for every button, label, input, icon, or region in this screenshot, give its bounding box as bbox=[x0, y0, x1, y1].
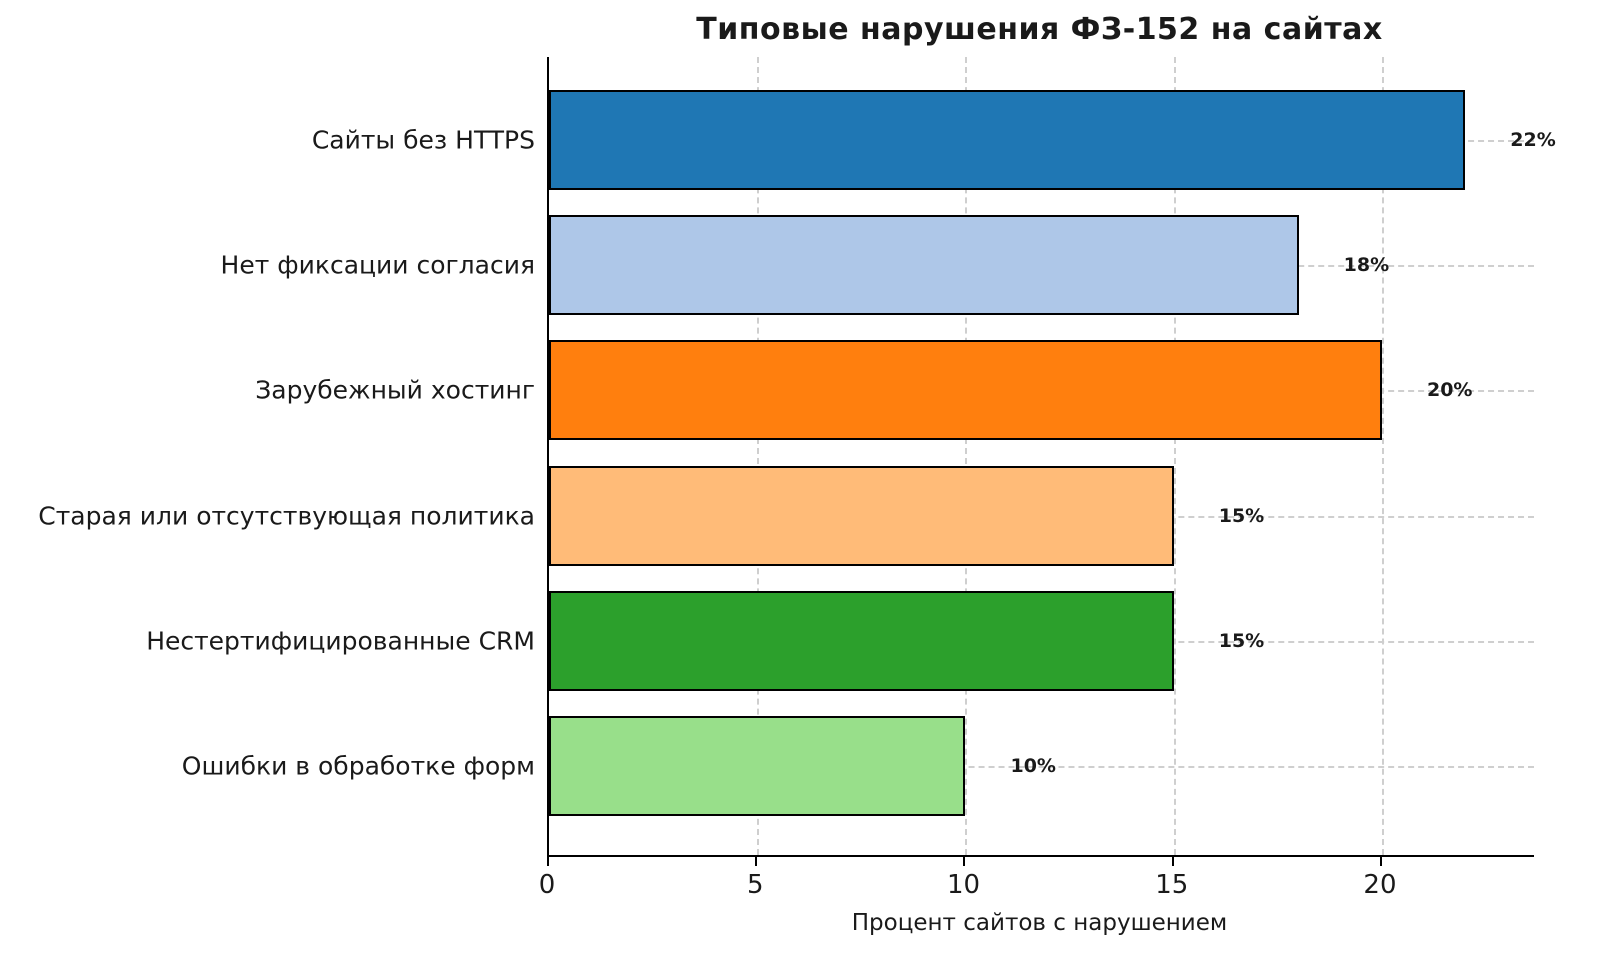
category-label: Нестертифицированные CRM bbox=[146, 626, 535, 656]
bar-value-label: 22% bbox=[1510, 129, 1556, 151]
bar bbox=[549, 465, 1174, 566]
x-tick-label: 5 bbox=[746, 870, 764, 900]
x-tick-label: 0 bbox=[538, 870, 556, 900]
x-tick-label: 20 bbox=[1363, 870, 1397, 900]
x-tick-mark bbox=[755, 857, 758, 866]
x-tick-mark bbox=[1171, 857, 1174, 866]
bar-value-label: 10% bbox=[1010, 755, 1056, 777]
bar-value-label: 18% bbox=[1343, 254, 1390, 277]
category-label: Ошибки в обработке форм bbox=[181, 751, 535, 781]
category-label: Старая или отсутствующая политика bbox=[38, 501, 535, 531]
x-tick-label: 15 bbox=[1155, 870, 1189, 900]
bar-value-label: 20% bbox=[1426, 379, 1473, 402]
category-label: Сайты без HTTPS bbox=[311, 125, 535, 155]
x-tick-mark bbox=[547, 857, 549, 866]
category-label: Зарубежный хостинг bbox=[255, 375, 535, 405]
gridline-vertical bbox=[757, 57, 760, 855]
x-axis-label: Процент сайтов с нарушением bbox=[851, 910, 1228, 936]
bar bbox=[549, 90, 1466, 190]
gridline-vertical bbox=[965, 57, 968, 855]
plot-area: 22% 18% 20% 15% 15% 10% bbox=[547, 57, 1556, 857]
bar bbox=[549, 716, 966, 816]
bar bbox=[549, 215, 1299, 316]
bar-value-label: 15% bbox=[1218, 629, 1265, 652]
chart-title: Типовые нарушения ФЗ-152 на сайтах bbox=[696, 12, 1383, 47]
x-tick-label: 10 bbox=[946, 870, 981, 900]
x-tick-mark bbox=[963, 857, 966, 866]
gridline-horizontal bbox=[549, 766, 1534, 768]
bar-value-label: 15% bbox=[1218, 504, 1265, 527]
gridline-vertical bbox=[1173, 57, 1176, 855]
gridline-vertical bbox=[1381, 57, 1384, 855]
category-label: Нет фиксации согласия bbox=[220, 250, 535, 280]
bar bbox=[549, 590, 1174, 691]
x-tick-mark bbox=[1379, 857, 1382, 866]
bar bbox=[549, 340, 1382, 441]
